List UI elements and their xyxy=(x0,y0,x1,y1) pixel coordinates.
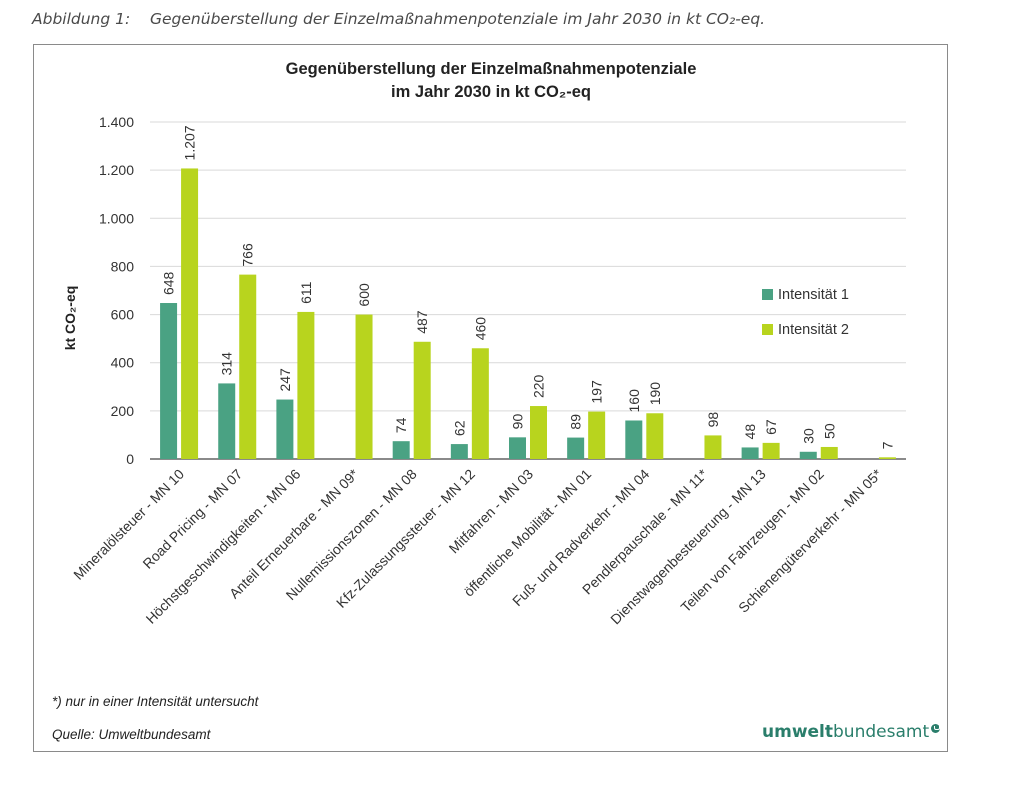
data-label: 89 xyxy=(568,414,584,430)
footnote: *) nur in einer Intensität untersucht xyxy=(52,694,259,709)
data-label: 48 xyxy=(742,424,758,440)
y-axis-label: kt CO₂-eq xyxy=(62,286,78,351)
y-tick-label: 1.400 xyxy=(99,114,134,130)
y-tick-label: 1.200 xyxy=(99,162,134,178)
bar-intensitaet-1 xyxy=(567,437,585,459)
bar-intensitaet-1 xyxy=(799,451,817,459)
data-label: 74 xyxy=(393,417,409,433)
data-label: 460 xyxy=(472,317,488,341)
data-label: 1.207 xyxy=(182,125,198,160)
data-label: 160 xyxy=(626,389,642,413)
bar-intensitaet-1 xyxy=(392,441,410,459)
bar-intensitaet-1 xyxy=(218,383,236,459)
chart-title-line1: Gegenüberstellung der Einzelmaßnahmenpot… xyxy=(286,60,697,78)
bar-intensitaet-2 xyxy=(239,274,257,459)
bar-intensitaet-1 xyxy=(741,447,759,459)
bar-intensitaet-2 xyxy=(646,413,664,459)
bar-intensitaet-2 xyxy=(181,168,199,459)
bar-intensitaet-1 xyxy=(160,303,178,459)
bar-intensitaet-2 xyxy=(878,457,896,459)
figure-caption-text: Gegenüberstellung der Einzelmaßnahmenpot… xyxy=(150,10,766,28)
bar-intensitaet-2 xyxy=(471,348,489,459)
bar-intensitaet-2 xyxy=(297,311,315,459)
source-note: Quelle: Umweltbundesamt xyxy=(52,727,211,742)
data-label: 766 xyxy=(240,243,256,267)
data-label: 197 xyxy=(589,380,605,404)
data-label: 600 xyxy=(356,283,372,307)
bar-intensitaet-2 xyxy=(588,411,606,459)
figure-caption: Abbildung 1: Gegenüberstellung der Einzel… xyxy=(32,10,765,28)
bar-intensitaet-2 xyxy=(413,341,431,459)
data-label: 30 xyxy=(800,428,816,444)
y-tick-label: 600 xyxy=(111,307,135,323)
logo-mark-icon xyxy=(931,724,941,733)
data-label: 314 xyxy=(219,352,235,376)
data-label: 648 xyxy=(161,271,177,295)
legend-label: Intensität 2 xyxy=(778,322,849,338)
y-tick-label: 1.000 xyxy=(99,210,134,226)
data-label: 487 xyxy=(414,310,430,334)
umweltbundesamt-logo: umweltbundesamt xyxy=(762,722,941,742)
data-label: 50 xyxy=(821,423,837,439)
y-tick-label: 0 xyxy=(126,451,134,467)
bar-intensitaet-2 xyxy=(355,314,373,459)
bar-intensitaet-2 xyxy=(530,406,547,459)
legend-swatch xyxy=(762,289,773,300)
y-tick-label: 200 xyxy=(111,403,135,419)
logo-text-regular: bundesamt xyxy=(833,722,930,742)
data-label: 220 xyxy=(531,374,547,398)
data-label: 7 xyxy=(879,441,895,449)
figure-caption-number: Abbildung 1: xyxy=(32,10,131,28)
data-label: 98 xyxy=(705,412,721,428)
logo-text-bold: umwelt xyxy=(762,722,834,742)
data-label: 190 xyxy=(647,382,663,406)
bar-intensitaet-1 xyxy=(450,444,468,459)
bar-intensitaet-2 xyxy=(820,446,838,459)
bar-intensitaet-1 xyxy=(625,420,643,459)
bar-intensitaet-1 xyxy=(509,437,526,459)
y-tick-label: 800 xyxy=(111,258,135,274)
data-label: 62 xyxy=(451,420,467,436)
legend-swatch xyxy=(762,324,773,335)
legend-label: Intensität 1 xyxy=(778,287,849,303)
bar-intensitaet-2 xyxy=(762,442,780,459)
bar-intensitaet-1 xyxy=(276,399,294,459)
x-tick-label: Mineralölsteuer - MN 10 xyxy=(70,466,187,583)
data-label: 67 xyxy=(763,419,779,435)
x-tick-label: Road Pricing - MN 07 xyxy=(139,466,245,572)
chart-title-line2: im Jahr 2030 in kt CO₂-eq xyxy=(391,83,591,101)
data-label: 611 xyxy=(298,281,314,304)
y-tick-label: 400 xyxy=(111,355,135,371)
data-label: 90 xyxy=(510,414,526,430)
bar-intensitaet-2 xyxy=(704,435,722,459)
data-label: 247 xyxy=(277,368,293,392)
